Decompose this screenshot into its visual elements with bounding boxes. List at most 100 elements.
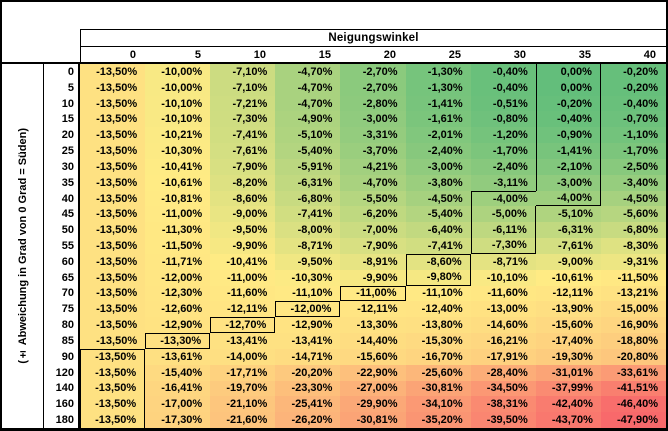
heatmap-cell: -10,41%: [145, 158, 211, 175]
heatmap-cell: -7,10%: [210, 79, 276, 96]
heatmap-cell: -13,50%: [80, 206, 146, 223]
heatmap-cell: -15,00%: [600, 301, 666, 318]
heatmap-cell: -8,71%: [275, 238, 341, 254]
heatmap-cell: -27,00%: [340, 380, 406, 397]
heatmap-cell: -20,80%: [600, 348, 666, 365]
heatmap-cell: -13,41%: [210, 333, 276, 349]
heatmap-cell: -17,91%: [470, 348, 536, 365]
heatmap-cell: -13,50%: [80, 364, 146, 381]
heatmap-cell: -11,00%: [210, 269, 276, 286]
heatmap-cell: -5,00%: [470, 206, 536, 223]
heatmap-cell: -1,70%: [470, 143, 536, 159]
heatmap-cell: -4,21%: [340, 158, 406, 175]
heatmap-cell: -2,01%: [405, 127, 471, 144]
heatmap-cell: -1,30%: [405, 79, 471, 96]
column-header: 25: [448, 48, 461, 61]
heatmap-cell: 0,00%: [535, 79, 601, 96]
heatmap-cell: -1,41%: [535, 143, 601, 159]
heatmap-cell: -5,10%: [535, 206, 601, 223]
column-header: 15: [318, 48, 331, 61]
heatmap-grid: -13,50% -10,00% -7,10% -4,70% -2,70% -1,30% -0…: [80, 64, 666, 428]
heatmap-cell: -13,50%: [80, 190, 146, 207]
heatmap-cell: -8,71%: [470, 253, 536, 270]
heatmap-cell: -0,40%: [470, 64, 536, 80]
heatmap-cell: -3,00%: [405, 158, 471, 175]
heatmap-cell: -25,41%: [275, 396, 341, 413]
heatmap-cell: -7,21%: [210, 95, 276, 112]
heatmap-cell: -1,20%: [470, 127, 536, 144]
heatmap-cell: -4,70%: [275, 64, 341, 80]
heatmap-cell: -21,60%: [210, 412, 276, 428]
heatmap-cell: -7,41%: [405, 238, 471, 254]
heatmap-cell: -11,30%: [145, 222, 211, 239]
heatmap-cell: -8,60%: [210, 190, 276, 207]
heatmap-cell: -13,50%: [80, 285, 146, 302]
heatmap-cell: -13,50%: [80, 317, 146, 334]
heatmap-cell: -6,31%: [275, 174, 341, 191]
heatmap-cell: -13,90%: [535, 301, 601, 318]
heatmap-cell: -13,50%: [80, 79, 146, 96]
heatmap-cell: -14,60%: [470, 317, 536, 334]
heatmap-cell: -13,50%: [80, 95, 146, 112]
column-header: 5: [194, 48, 201, 61]
row-header: 160: [55, 398, 74, 411]
heatmap-cell: -5,60%: [600, 206, 666, 223]
heatmap-cell: -1,41%: [405, 95, 471, 112]
heatmap-cell: -10,30%: [145, 143, 211, 159]
heatmap-cell: -12,00%: [275, 301, 341, 318]
column-header: 35: [578, 48, 591, 61]
heatmap-cell: -7,41%: [210, 127, 276, 144]
heatmap-cell: -11,50%: [600, 269, 666, 286]
heatmap-cell: -0,20%: [600, 79, 666, 96]
heatmap-cell: -9,00%: [535, 253, 601, 270]
heatmap-cell: -1,61%: [405, 111, 471, 128]
heatmap-cell: -3,00%: [340, 111, 406, 128]
heatmap-cell: -47,90%: [600, 412, 666, 428]
heatmap-cell: -5,50%: [340, 190, 406, 207]
heatmap-cell: -12,00%: [145, 269, 211, 286]
row-header: 50: [61, 224, 74, 237]
heatmap-cell: -13,50%: [80, 301, 146, 318]
heatmap-cell: -22,90%: [340, 364, 406, 381]
heatmap-cell: -13,50%: [80, 269, 146, 286]
heatmap-cell: -37,99%: [535, 380, 601, 397]
heatmap-cell: -25,60%: [405, 364, 471, 381]
heatmap-cell: -33,61%: [600, 364, 666, 381]
heatmap-cell: -31,01%: [535, 364, 601, 381]
heatmap-cell: -8,20%: [210, 174, 276, 191]
heatmap-cell: -6,80%: [275, 190, 341, 207]
row-header: 35: [61, 176, 74, 189]
heatmap-cell: -3,40%: [600, 174, 666, 191]
heatmap-cell: -11,10%: [275, 285, 341, 302]
heatmap-cell: -9,31%: [600, 253, 666, 270]
heatmap-cell: -14,71%: [275, 348, 341, 365]
heatmap-cell: -39,50%: [470, 412, 536, 428]
row-header: 70: [61, 287, 74, 300]
heatmap-cell: -16,41%: [145, 380, 211, 397]
table-body: (± Abweichung in Grad von 0 Grad = Süden…: [2, 62, 666, 428]
heatmap-cell: -13,30%: [145, 333, 211, 349]
heatmap-cell: -11,71%: [145, 253, 211, 270]
heatmap-cell: -1,30%: [405, 64, 471, 80]
heatmap-cell: -13,50%: [80, 396, 146, 413]
heatmap-cell: 0,00%: [535, 64, 601, 80]
row-header: 15: [61, 113, 74, 126]
heatmap-cell: -28,40%: [470, 364, 536, 381]
heatmap-cell: -0,40%: [600, 95, 666, 112]
heatmap-cell: -8,91%: [340, 253, 406, 270]
heatmap-cell: -9,00%: [210, 206, 276, 223]
row-header: 5: [67, 81, 74, 94]
row-header: 25: [61, 145, 74, 158]
heatmap-cell: -0,40%: [535, 111, 601, 128]
heatmap-cell: -5,40%: [275, 143, 341, 159]
heatmap-cell: -11,60%: [210, 285, 276, 302]
heatmap-cell: -13,50%: [80, 127, 146, 144]
row-header: 65: [61, 271, 74, 284]
heatmap-cell: -5,40%: [405, 206, 471, 223]
heatmap-cell: -8,60%: [405, 253, 471, 270]
heatmap-cell: -38,31%: [470, 396, 536, 413]
heatmap-cell: -13,50%: [80, 412, 146, 428]
heatmap-cell: -4,50%: [600, 190, 666, 207]
row-header: 45: [61, 208, 74, 221]
heatmap-cell: -12,90%: [275, 317, 341, 334]
